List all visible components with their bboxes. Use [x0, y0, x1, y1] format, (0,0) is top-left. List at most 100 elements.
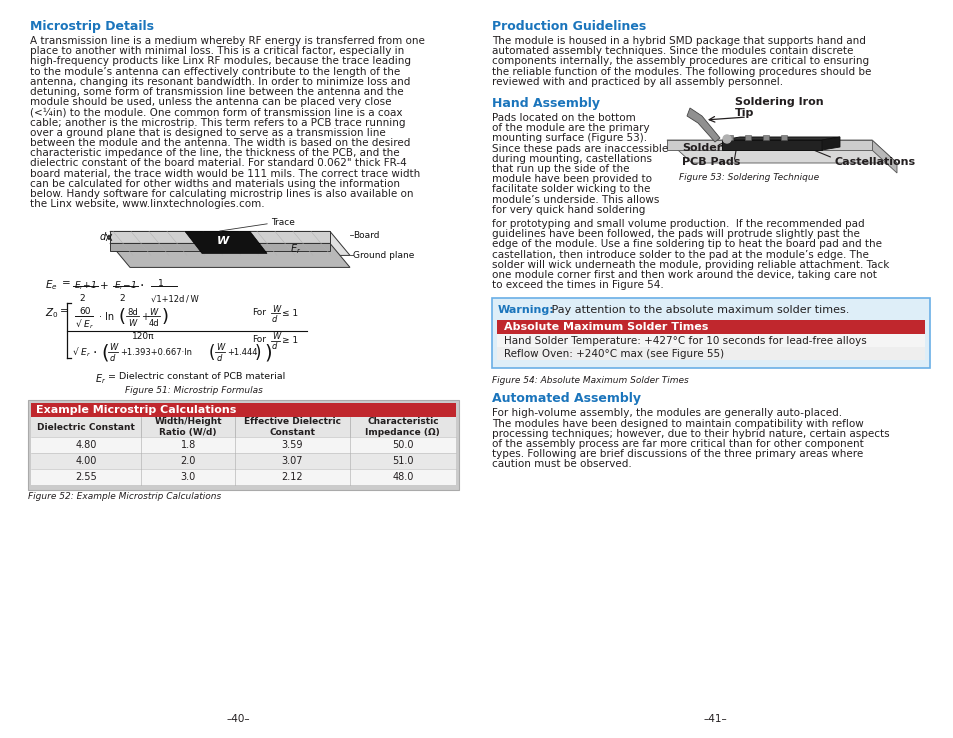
- Polygon shape: [110, 244, 330, 252]
- Text: Dielectric Constant: Dielectric Constant: [37, 423, 135, 432]
- Polygon shape: [744, 135, 750, 140]
- Text: +: +: [141, 312, 149, 323]
- Text: castellation, then introduce solder to the pad at the module’s edge. The: castellation, then introduce solder to t…: [492, 249, 868, 260]
- Text: W: W: [272, 305, 280, 314]
- Text: Microstrip Details: Microstrip Details: [30, 20, 153, 33]
- Text: 1: 1: [158, 280, 164, 289]
- Polygon shape: [721, 137, 840, 140]
- Text: $E_e$: $E_e$: [45, 278, 57, 292]
- Text: below. Handy software for calculating microstrip lines is also available on: below. Handy software for calculating mi…: [30, 189, 413, 199]
- Text: detuning, some form of transmission line between the antenna and the: detuning, some form of transmission line…: [30, 87, 403, 97]
- Text: 60: 60: [79, 307, 91, 316]
- Text: –41–: –41–: [702, 714, 726, 724]
- Text: for prototyping and small volume production.  If the recommended pad: for prototyping and small volume product…: [492, 219, 863, 229]
- FancyBboxPatch shape: [30, 438, 456, 453]
- Text: ≥ 1: ≥ 1: [282, 336, 297, 345]
- Text: W: W: [149, 308, 157, 317]
- FancyBboxPatch shape: [30, 404, 456, 418]
- Text: (: (: [101, 343, 109, 362]
- Text: 48.0: 48.0: [392, 472, 414, 483]
- Text: to exceed the times in Figure 54.: to exceed the times in Figure 54.: [492, 280, 663, 290]
- Text: For: For: [252, 308, 266, 317]
- Text: Hand Assembly: Hand Assembly: [492, 97, 599, 110]
- Circle shape: [722, 135, 730, 143]
- Polygon shape: [821, 137, 840, 150]
- Text: ·: ·: [92, 345, 97, 359]
- Text: solder will wick underneath the module, providing reliable attachment. Tack: solder will wick underneath the module, …: [492, 260, 888, 270]
- Text: antenna, changing its resonant bandwidth. In order to minimize loss and: antenna, changing its resonant bandwidth…: [30, 77, 410, 87]
- Text: Pay attention to the absolute maximum solder times.: Pay attention to the absolute maximum so…: [547, 306, 848, 315]
- Text: Warning:: Warning:: [497, 306, 554, 315]
- FancyBboxPatch shape: [30, 418, 456, 438]
- Text: ): ): [254, 344, 261, 362]
- FancyBboxPatch shape: [30, 453, 456, 469]
- Text: one module corner first and then work around the device, taking care not: one module corner first and then work ar…: [492, 270, 876, 280]
- Text: √ $E_r$: √ $E_r$: [71, 346, 91, 359]
- Text: (: (: [209, 344, 215, 362]
- Text: Reflow Oven: +240°C max (see Figure 55): Reflow Oven: +240°C max (see Figure 55): [503, 349, 723, 359]
- Text: Automated Assembly: Automated Assembly: [492, 393, 640, 405]
- Text: Trace: Trace: [271, 218, 294, 227]
- Text: 8d: 8d: [127, 308, 137, 317]
- Text: processing techniques; however, due to their hybrid nature, certain aspects: processing techniques; however, due to t…: [492, 429, 889, 439]
- Text: +: +: [100, 281, 109, 292]
- Polygon shape: [871, 140, 896, 173]
- Polygon shape: [726, 135, 732, 140]
- Text: 2.12: 2.12: [281, 472, 303, 483]
- Text: of the module are the primary: of the module are the primary: [492, 123, 649, 133]
- Text: d: d: [100, 232, 106, 242]
- Text: 4.00: 4.00: [75, 456, 97, 466]
- Text: +1.444: +1.444: [227, 348, 257, 357]
- Text: For high-volume assembly, the modules are generally auto-placed.: For high-volume assembly, the modules ar…: [492, 408, 841, 418]
- Text: edge of the module. Use a fine soldering tip to heat the board pad and the: edge of the module. Use a fine soldering…: [492, 239, 882, 249]
- Text: W: W: [272, 332, 280, 341]
- Text: $E_r$: $E_r$: [290, 243, 301, 256]
- Text: Board: Board: [353, 231, 379, 240]
- Text: 51.0: 51.0: [392, 456, 414, 466]
- Text: types. Following are brief discussions of the three primary areas where: types. Following are brief discussions o…: [492, 449, 862, 459]
- Text: Figure 51: Microstrip Formulas: Figure 51: Microstrip Formulas: [125, 387, 263, 396]
- Text: W: W: [215, 343, 224, 352]
- Text: characteristic impedance of the line, the thickness of the PCB, and the: characteristic impedance of the line, th…: [30, 148, 399, 158]
- Text: high-frequency products like Linx RF modules, because the trace leading: high-frequency products like Linx RF mod…: [30, 56, 411, 66]
- Text: the Linx website, www.linxtechnologies.com.: the Linx website, www.linxtechnologies.c…: [30, 199, 264, 209]
- Text: ): ): [162, 308, 169, 326]
- Polygon shape: [666, 140, 896, 163]
- Text: (: (: [119, 308, 126, 326]
- FancyBboxPatch shape: [28, 401, 458, 490]
- Text: Since these pads are inaccessible: Since these pads are inaccessible: [492, 144, 667, 154]
- Text: between the module and the antenna. The width is based on the desired: between the module and the antenna. The …: [30, 138, 410, 148]
- Text: cable; another is the microstrip. This term refers to a PCB trace running: cable; another is the microstrip. This t…: [30, 117, 405, 128]
- Text: $E_r$: $E_r$: [95, 373, 106, 386]
- Text: facilitate solder wicking to the: facilitate solder wicking to the: [492, 184, 650, 194]
- FancyBboxPatch shape: [497, 348, 924, 360]
- Text: for very quick hand soldering: for very quick hand soldering: [492, 205, 644, 215]
- Text: 1.8: 1.8: [180, 441, 195, 450]
- Polygon shape: [666, 140, 871, 150]
- Text: reviewed with and practiced by all assembly personnel.: reviewed with and practiced by all assem…: [492, 77, 782, 87]
- Text: A transmission line is a medium whereby RF energy is transferred from one: A transmission line is a medium whereby …: [30, 36, 424, 46]
- Text: 2.55: 2.55: [75, 472, 97, 483]
- Text: √1+12d / W: √1+12d / W: [151, 294, 198, 303]
- Text: For: For: [252, 335, 266, 344]
- Polygon shape: [110, 232, 350, 255]
- Text: module have been provided to: module have been provided to: [492, 174, 651, 184]
- Text: Figure 53: Soldering Technique: Figure 53: Soldering Technique: [679, 173, 819, 182]
- Text: Figure 52: Example Microstrip Calculations: Figure 52: Example Microstrip Calculatio…: [28, 492, 221, 501]
- FancyBboxPatch shape: [492, 298, 929, 368]
- Text: guidelines have been followed, the pads will protrude slightly past the: guidelines have been followed, the pads …: [492, 230, 859, 239]
- Text: W: W: [128, 319, 136, 328]
- Text: · ln: · ln: [99, 312, 114, 323]
- Text: +1.393+0.667·ln: +1.393+0.667·ln: [120, 348, 192, 357]
- Text: d: d: [110, 354, 115, 363]
- Text: $E_r$+1: $E_r$+1: [74, 280, 96, 292]
- Text: 3.07: 3.07: [281, 456, 303, 466]
- Text: dielectric constant of the board material. For standard 0.062" thick FR-4: dielectric constant of the board materia…: [30, 159, 406, 168]
- Polygon shape: [185, 232, 267, 253]
- Text: 3.59: 3.59: [281, 441, 303, 450]
- Text: 4.80: 4.80: [75, 441, 97, 450]
- Text: module’s underside. This allows: module’s underside. This allows: [492, 195, 659, 204]
- Text: Width/Height
Ratio (W/d): Width/Height Ratio (W/d): [154, 418, 222, 438]
- Text: 3.0: 3.0: [180, 472, 195, 483]
- Text: =: =: [62, 278, 71, 289]
